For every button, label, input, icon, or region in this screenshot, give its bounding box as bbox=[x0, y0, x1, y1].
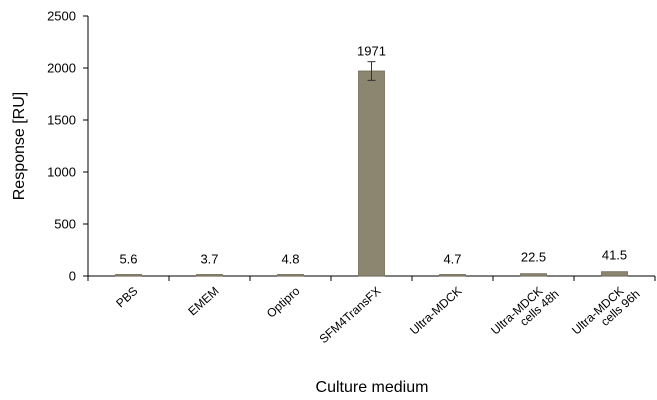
x-tick-label: SFM4TransFX bbox=[316, 284, 383, 346]
x-tick-label: Ultra-MDCKcells 48h bbox=[488, 277, 562, 347]
y-tick-label: 2000 bbox=[47, 61, 76, 76]
error-bar bbox=[367, 61, 376, 81]
y-tick-label: 500 bbox=[54, 217, 76, 232]
y-tick-label: 2500 bbox=[47, 9, 76, 24]
x-tick-label: EMEM bbox=[185, 284, 221, 318]
data-label: 3.7 bbox=[200, 252, 218, 267]
data-labels: 5.6 3.7 4.8 1971 4.7 22.5 41.5 bbox=[119, 44, 627, 267]
data-label: 1971 bbox=[357, 44, 386, 59]
bar bbox=[520, 273, 547, 277]
bar bbox=[115, 274, 142, 277]
data-label: 5.6 bbox=[119, 251, 137, 266]
y-axis: 0 500 1000 1500 2000 2500 bbox=[47, 9, 89, 284]
data-label: 4.7 bbox=[443, 252, 461, 267]
data-label: 22.5 bbox=[521, 250, 546, 265]
data-label: 41.5 bbox=[602, 248, 627, 263]
x-tick-label: Ultra-MDCK bbox=[407, 284, 464, 338]
x-tick-label: PBS bbox=[113, 284, 140, 310]
x-axis-title: Culture medium bbox=[316, 379, 429, 396]
y-axis-title: Response [RU] bbox=[11, 92, 28, 201]
bar bbox=[277, 274, 304, 277]
bar bbox=[601, 271, 628, 277]
y-tick-label: 1500 bbox=[47, 113, 76, 128]
x-axis: PBS EMEM Optipro SFM4TransFX Ultra-MDCK Ultra… bbox=[87, 275, 656, 347]
y-tick-label: 1000 bbox=[47, 165, 76, 180]
x-tick-label: Ultra-MDCKcells 96h bbox=[569, 277, 643, 347]
y-tick-label: 0 bbox=[69, 269, 76, 284]
data-label: 4.8 bbox=[281, 252, 299, 267]
bars bbox=[115, 61, 628, 277]
bar bbox=[358, 70, 385, 277]
x-tick-label: Optipro bbox=[264, 284, 303, 321]
bar bbox=[439, 274, 466, 277]
bar bbox=[196, 274, 223, 277]
